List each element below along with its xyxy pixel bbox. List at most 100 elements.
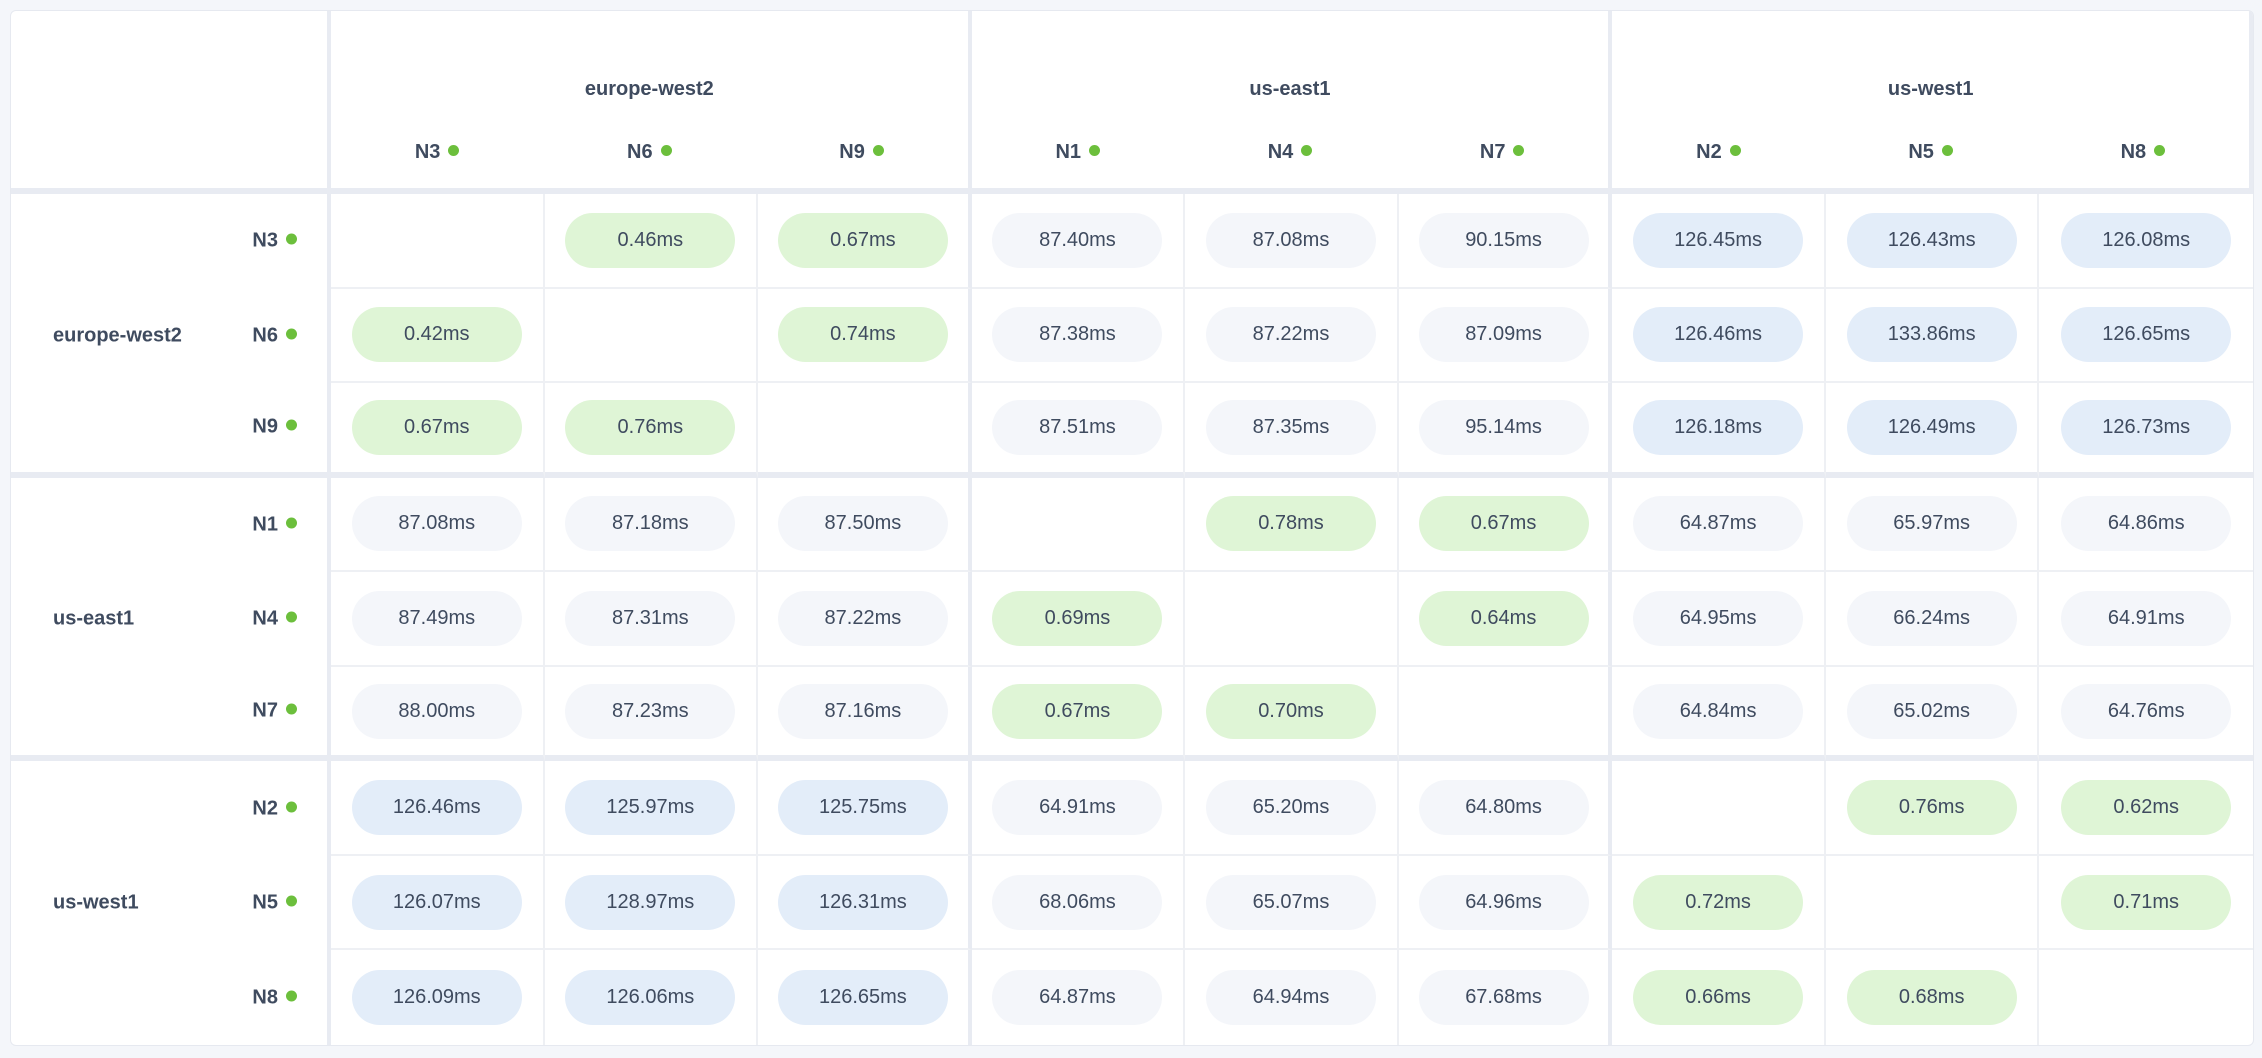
latency-pill[interactable]: 0.69ms [992,590,1163,646]
latency-pill[interactable]: 126.18ms [1633,399,1804,455]
latency-pill[interactable]: 67.68ms [1418,970,1589,1026]
latency-pill[interactable]: 0.74ms [777,307,948,363]
latency-pill[interactable]: 126.46ms [1633,307,1804,363]
latency-pill[interactable]: 0.70ms [1205,683,1376,739]
latency-pill[interactable]: 64.87ms [1633,496,1804,552]
latency-pill[interactable]: 126.65ms [777,970,948,1026]
latency-pill[interactable]: 87.40ms [992,212,1163,268]
status-dot-icon [1513,145,1525,156]
latency-pill[interactable]: 126.49ms [1846,399,2017,455]
latency-pill[interactable]: 0.67ms [351,399,522,455]
latency-pill[interactable]: 87.08ms [1205,212,1376,268]
latency-pill[interactable]: 87.09ms [1418,307,1589,363]
latency-pill[interactable]: 65.07ms [1205,874,1376,930]
latency-pill[interactable]: 87.51ms [992,399,1163,455]
latency-pill[interactable]: 0.67ms [777,212,948,268]
latency-pill[interactable]: 0.62ms [2061,780,2232,836]
latency-pill[interactable]: 64.95ms [1633,590,1804,646]
latency-pill[interactable]: 88.00ms [351,683,522,739]
matrix-cell: 95.14ms [1398,383,1613,478]
latency-pill[interactable]: 64.87ms [992,970,1163,1026]
latency-pill[interactable]: 126.65ms [2061,307,2232,363]
status-dot-icon [286,517,297,529]
row-node-label: N4 [252,608,297,631]
row-header: europe-west2 N6 [11,288,331,384]
node-label: N2 [252,797,278,820]
matrix-cell: 88.00ms [331,666,545,762]
matrix-cell: 66.24ms [1825,572,2040,667]
latency-pill[interactable]: 64.94ms [1205,970,1376,1026]
latency-pill[interactable]: 87.22ms [777,590,948,646]
latency-pill[interactable]: 126.08ms [2061,212,2232,268]
latency-pill[interactable]: 87.22ms [1205,307,1376,363]
latency-pill[interactable]: 0.67ms [992,683,1163,739]
matrix-cell: 87.51ms [971,383,1186,478]
latency-pill[interactable]: 128.97ms [565,874,736,930]
latency-pill[interactable]: 126.73ms [2061,399,2232,455]
latency-pill[interactable]: 0.76ms [565,399,736,455]
latency-pill[interactable]: 125.97ms [565,780,736,836]
latency-pill[interactable]: 65.02ms [1846,683,2017,739]
latency-pill[interactable]: 66.24ms [1846,590,2017,646]
matrix-cell [1398,666,1613,762]
matrix-cell [1612,761,1826,856]
latency-pill[interactable]: 65.97ms [1846,496,2017,552]
latency-pill[interactable]: 65.20ms [1205,780,1376,836]
status-dot-icon [286,801,297,813]
latency-pill[interactable]: 87.16ms [777,683,948,739]
latency-pill[interactable]: 126.45ms [1633,212,1804,268]
matrix-cell: 87.08ms [331,477,545,573]
latency-pill[interactable]: 64.96ms [1418,874,1589,930]
latency-pill[interactable]: 64.91ms [2061,590,2232,646]
node-label: N4 [1267,141,1294,163]
row-header: us-east1 N4 [11,572,331,667]
row-header: N1 [11,477,331,573]
latency-pill[interactable]: 0.46ms [565,212,736,268]
latency-pill[interactable]: 64.84ms [1633,683,1804,739]
latency-pill[interactable]: 87.18ms [565,496,736,552]
latency-pill[interactable]: 0.66ms [1633,970,1804,1026]
matrix-cell: 125.97ms [544,761,759,856]
latency-pill[interactable]: 0.68ms [1846,970,2017,1026]
latency-pill[interactable]: 87.23ms [565,683,736,739]
latency-pill[interactable]: 87.31ms [565,590,736,646]
latency-pill[interactable]: 0.42ms [351,307,522,363]
row-node-label: N8 [252,986,297,1009]
node-label: N2 [1696,141,1722,163]
latency-pill[interactable]: 126.07ms [351,874,522,930]
latency-pill[interactable]: 0.67ms [1418,496,1589,552]
matrix-cell: 0.62ms [2039,761,2253,856]
latency-pill[interactable]: 87.35ms [1205,399,1376,455]
latency-pill[interactable]: 90.15ms [1418,212,1589,268]
latency-pill[interactable]: 68.06ms [992,874,1163,930]
latency-pill[interactable]: 126.06ms [565,970,736,1026]
latency-pill[interactable]: 0.64ms [1418,590,1589,646]
latency-pill[interactable]: 87.50ms [777,496,948,552]
latency-pill[interactable]: 126.46ms [351,780,522,836]
latency-pill[interactable]: 126.09ms [351,970,522,1026]
latency-pill[interactable]: 95.14ms [1418,399,1589,455]
matrix-cell: 87.09ms [1398,288,1613,384]
latency-pill[interactable]: 87.08ms [351,496,522,552]
latency-pill[interactable]: 0.72ms [1633,874,1804,930]
latency-pill[interactable]: 64.86ms [2061,496,2232,552]
node-label: N1 [252,513,278,536]
latency-pill[interactable]: 64.80ms [1418,780,1589,836]
latency-pill[interactable]: 87.38ms [992,307,1163,363]
node-label: N8 [2120,141,2147,163]
latency-pill[interactable]: 0.76ms [1846,780,2017,836]
latency-pill[interactable]: 126.43ms [1846,212,2017,268]
matrix-cell: 0.74ms [758,288,972,384]
column-region-header: us-west1 N2 N5 N8 [1612,11,2253,194]
latency-pill[interactable]: 133.86ms [1846,307,2017,363]
latency-pill[interactable]: 64.76ms [2061,683,2232,739]
latency-pill[interactable]: 0.71ms [2061,874,2232,930]
latency-pill[interactable]: 126.31ms [777,874,948,930]
matrix-cell: 87.22ms [758,572,972,667]
row-node-label: N9 [252,416,297,439]
latency-pill[interactable]: 125.75ms [777,780,948,836]
latency-pill[interactable]: 0.78ms [1205,496,1376,552]
latency-pill[interactable]: 87.49ms [351,590,522,646]
node-label: N6 [252,324,278,347]
latency-pill[interactable]: 64.91ms [992,780,1163,836]
